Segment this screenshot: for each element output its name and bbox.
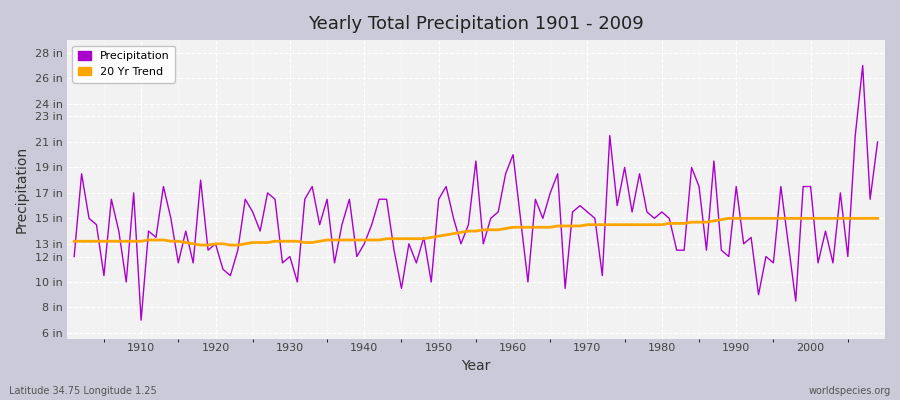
- Legend: Precipitation, 20 Yr Trend: Precipitation, 20 Yr Trend: [72, 46, 176, 82]
- Text: Latitude 34.75 Longitude 1.25: Latitude 34.75 Longitude 1.25: [9, 386, 157, 396]
- 20 Yr Trend: [508, 225, 518, 230]
- 20 Yr Trend: [300, 240, 310, 245]
- Line: Precipitation: Precipitation: [74, 66, 878, 320]
- Precipitation: [129, 190, 140, 195]
- 20 Yr Trend: [724, 216, 734, 221]
- 20 Yr Trend: [605, 222, 616, 227]
- Precipitation: [872, 140, 883, 144]
- Precipitation: [515, 216, 526, 221]
- 20 Yr Trend: [195, 243, 206, 248]
- Title: Yearly Total Precipitation 1901 - 2009: Yearly Total Precipitation 1901 - 2009: [308, 15, 644, 33]
- 20 Yr Trend: [515, 225, 526, 230]
- Precipitation: [344, 197, 355, 202]
- Precipitation: [300, 197, 310, 202]
- Precipitation: [136, 318, 147, 322]
- Y-axis label: Precipitation: Precipitation: [15, 146, 29, 233]
- Text: worldspecies.org: worldspecies.org: [809, 386, 891, 396]
- Line: 20 Yr Trend: 20 Yr Trend: [74, 218, 878, 245]
- Precipitation: [858, 63, 868, 68]
- 20 Yr Trend: [68, 239, 79, 244]
- Precipitation: [605, 133, 616, 138]
- 20 Yr Trend: [872, 216, 883, 221]
- Precipitation: [68, 254, 79, 259]
- 20 Yr Trend: [344, 238, 355, 242]
- Precipitation: [508, 152, 518, 157]
- 20 Yr Trend: [129, 239, 140, 244]
- X-axis label: Year: Year: [461, 359, 491, 373]
